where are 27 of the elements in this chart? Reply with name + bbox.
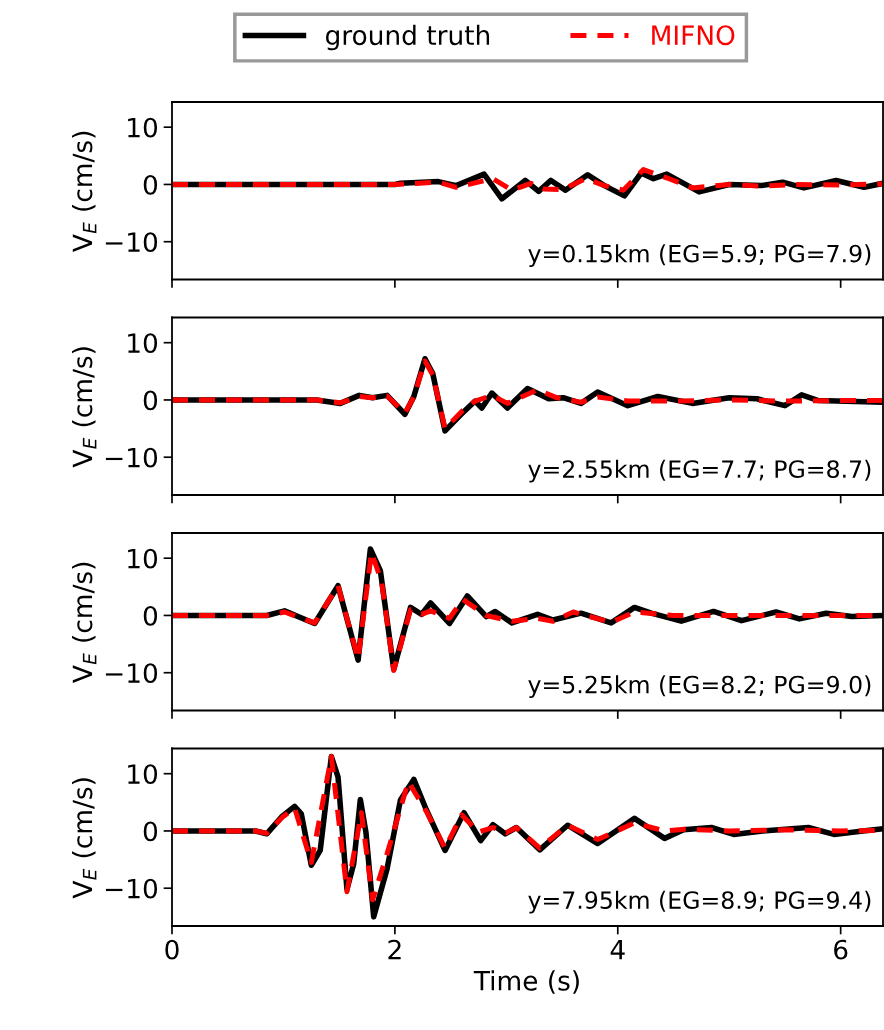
- annotation: y=7.95km (EG=8.9; PG=9.4): [528, 890, 871, 914]
- y-tick-label: 0: [143, 605, 158, 626]
- x-tick-label: 6: [834, 939, 848, 960]
- y-tick-label: 0: [143, 821, 158, 842]
- y-tick-label: −10: [105, 447, 158, 468]
- y-tick-label: 0: [143, 390, 158, 411]
- x-tick-label: 4: [610, 940, 625, 960]
- y-tick-label: 10: [128, 117, 158, 138]
- y-tick-label: 10: [128, 333, 158, 354]
- y-axis-title: V$_{E}$ (cm/s): [72, 562, 97, 683]
- y-tick-label: −10: [105, 878, 158, 899]
- y-axis-title: V$_{E}$ (cm/s): [72, 778, 97, 899]
- legend-label: MIFNO: [652, 25, 735, 46]
- legend-label: ground truth: [326, 24, 490, 51]
- y-axis-title: V$_{E}$ (cm/s): [72, 347, 97, 468]
- y-tick-label: −10: [105, 232, 158, 253]
- x-tick-label: 2: [388, 939, 401, 960]
- y-tick-label: 10: [128, 764, 158, 785]
- annotation: y=0.15km (EG=5.9; PG=7.9): [528, 244, 871, 268]
- y-tick-label: 10: [128, 548, 158, 569]
- x-tick-label: 0: [165, 939, 179, 960]
- annotation: y=5.25km (EG=8.2; PG=9.0): [528, 675, 871, 699]
- y-axis-title: V$_{E}$ (cm/s): [72, 131, 97, 252]
- x-axis-title: Time (s): [473, 970, 579, 994]
- y-tick-label: −10: [105, 663, 158, 684]
- annotation: y=2.55km (EG=7.7; PG=8.7): [528, 459, 871, 483]
- y-tick-label: 0: [143, 174, 158, 195]
